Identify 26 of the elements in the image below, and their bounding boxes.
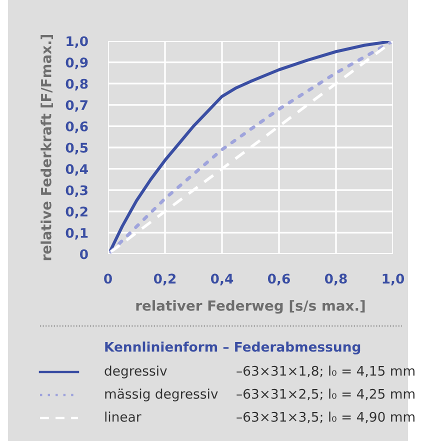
legend-label: linear [105, 412, 142, 422]
y-tick-label: 0,8 [66, 78, 88, 90]
y-tick-label: 0,6 [66, 121, 88, 134]
y-tick-label: 0,4 [66, 164, 88, 176]
legend-label: degressiv [104, 366, 167, 378]
legend-label: mässig degressiv [105, 388, 218, 402]
y-tick-label: 0,5 [66, 142, 88, 154]
y-tick-label: 1,0 [66, 36, 88, 48]
y-tick-label: 0,1 [66, 228, 88, 240]
y-tick-label: 0,7 [66, 100, 88, 112]
x-axis-title: relativer Federweg [s/s max.] [136, 300, 365, 314]
y-tick-label: 0,3 [66, 185, 88, 197]
text: –63×31×3,5; l₀ = 4,90 mm [236, 412, 414, 424]
y-tick-label: 0,9 [66, 58, 88, 70]
x-tick-label: 0,8 [324, 274, 347, 286]
x-tick-label: 0 [104, 274, 112, 284]
x-tick-label: 1,0 [382, 274, 404, 286]
y-axis-title: relative Federkraft [F/Fmax.] [40, 34, 54, 260]
y-tick-label: 0,2 [66, 206, 88, 218]
x-tick-label: 0,4 [210, 274, 234, 286]
x-tick-label: 0,6 [268, 274, 290, 286]
x-tick-label: 0,2 [154, 274, 176, 286]
legend-title: Kennlinienform – Federabmessung [105, 342, 360, 354]
text: –63×31×2,5; l₀ = 4,25 mm [236, 388, 414, 400]
y-tick-label: 0 [80, 249, 88, 260]
text: –63×31×1,8; l₀ = 4,15 mm [236, 366, 414, 378]
